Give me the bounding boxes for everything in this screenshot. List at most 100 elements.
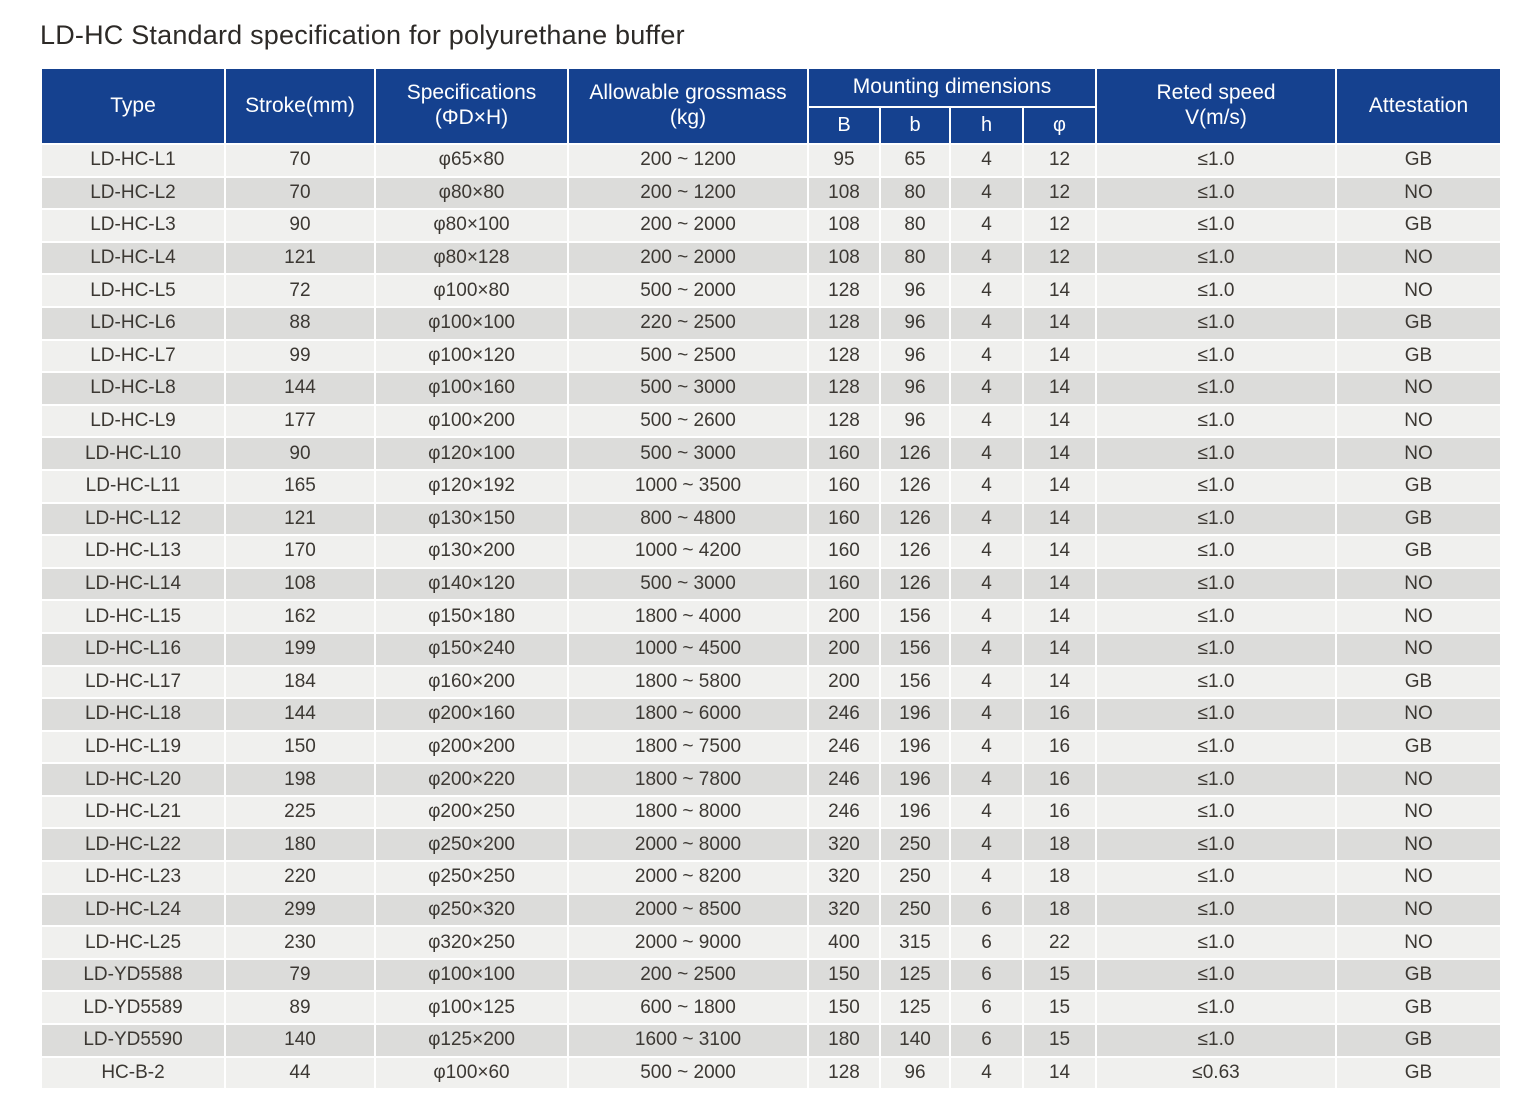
cell-specifications: φ125×200	[376, 1025, 567, 1056]
cell-attestation: NO	[1337, 275, 1501, 306]
cell-stroke: 79	[226, 959, 374, 991]
cell-phi: 14	[1024, 633, 1096, 665]
cell-B: 160	[809, 568, 879, 600]
table-row: LD-HC-L3 90 φ80×100 200 ~ 2000 108 80 4 12 ≤1.0 G…	[42, 210, 1501, 241]
cell-h: 4	[951, 829, 1022, 861]
cell-attestation: NO	[1337, 373, 1501, 404]
cell-specifications: φ100×100	[376, 307, 567, 339]
cell-attestation: GB	[1337, 210, 1501, 241]
cell-grossmass: 500 ~ 2500	[569, 340, 807, 372]
header-grossmass-line2: (kg)	[669, 106, 707, 129]
cell-b: 96	[881, 405, 949, 437]
cell-stroke: 230	[226, 927, 374, 958]
header-type: Type	[42, 69, 224, 143]
table-row: LD-HC-L13 170 φ130×200 1000 ~ 4200 160 126 4 14…	[42, 536, 1501, 567]
cell-B: 108	[809, 177, 879, 209]
cell-b: 96	[881, 307, 949, 339]
cell-B: 180	[809, 1025, 879, 1056]
table-row: LD-HC-L16 199 φ150×240 1000 ~ 4500 200 156 4 14…	[42, 633, 1501, 665]
cell-grossmass: 200 ~ 1200	[569, 177, 807, 209]
cell-h: 4	[951, 307, 1022, 339]
table-row: LD-HC-L10 90 φ120×100 500 ~ 3000 160 126 4 14 ≤1…	[42, 438, 1501, 469]
cell-type: HC-B-2	[42, 1057, 224, 1089]
cell-stroke: 177	[226, 405, 374, 437]
cell-grossmass: 2000 ~ 8000	[569, 829, 807, 861]
cell-speed: ≤1.0	[1097, 242, 1336, 274]
table-header: Type Stroke(mm) Specifications (ΦD×H) Al…	[42, 69, 1501, 143]
cell-phi: 18	[1024, 894, 1096, 926]
cell-B: 320	[809, 894, 879, 926]
cell-h: 4	[951, 633, 1022, 665]
header-attestation: Attestation	[1337, 69, 1501, 143]
cell-attestation: NO	[1337, 438, 1501, 469]
cell-phi: 18	[1024, 829, 1096, 861]
cell-b: 80	[881, 210, 949, 241]
cell-h: 6	[951, 894, 1022, 926]
cell-phi: 14	[1024, 470, 1096, 502]
cell-b: 125	[881, 992, 949, 1024]
cell-grossmass: 500 ~ 3000	[569, 438, 807, 469]
cell-type: LD-HC-L7	[42, 340, 224, 372]
cell-type: LD-YD5590	[42, 1025, 224, 1056]
table-row: LD-HC-L2 70 φ80×80 200 ~ 1200 108 80 4 12 ≤1.0 NO	[42, 177, 1501, 209]
cell-B: 246	[809, 796, 879, 828]
cell-type: LD-HC-L6	[42, 307, 224, 339]
cell-b: 250	[881, 829, 949, 861]
cell-B: 200	[809, 666, 879, 698]
cell-h: 4	[951, 438, 1022, 469]
cell-attestation: NO	[1337, 862, 1501, 893]
cell-phi: 15	[1024, 1025, 1096, 1056]
cell-h: 6	[951, 959, 1022, 991]
cell-phi: 14	[1024, 503, 1096, 535]
cell-type: LD-HC-L15	[42, 601, 224, 632]
cell-type: LD-HC-L14	[42, 568, 224, 600]
cell-speed: ≤1.0	[1097, 177, 1336, 209]
cell-grossmass: 200 ~ 2000	[569, 210, 807, 241]
cell-stroke: 90	[226, 210, 374, 241]
cell-type: LD-HC-L10	[42, 438, 224, 469]
table-row: LD-YD5589 89 φ100×125 600 ~ 1800 150 125 6 15 ≤1…	[42, 992, 1501, 1024]
cell-B: 200	[809, 601, 879, 632]
cell-attestation: NO	[1337, 177, 1501, 209]
cell-speed: ≤0.63	[1097, 1057, 1336, 1089]
cell-b: 196	[881, 731, 949, 763]
header-specifications: Specifications (ΦD×H)	[376, 69, 567, 143]
cell-h: 4	[951, 373, 1022, 404]
cell-grossmass: 800 ~ 4800	[569, 503, 807, 535]
cell-type: LD-HC-L25	[42, 927, 224, 958]
cell-specifications: φ250×250	[376, 862, 567, 893]
cell-stroke: 184	[226, 666, 374, 698]
cell-b: 250	[881, 862, 949, 893]
cell-type: LD-HC-L8	[42, 373, 224, 404]
cell-phi: 14	[1024, 275, 1096, 306]
cell-stroke: 72	[226, 275, 374, 306]
cell-h: 4	[951, 340, 1022, 372]
cell-speed: ≤1.0	[1097, 764, 1336, 795]
cell-grossmass: 500 ~ 2000	[569, 1057, 807, 1089]
cell-b: 126	[881, 503, 949, 535]
cell-attestation: GB	[1337, 959, 1501, 991]
cell-specifications: φ130×200	[376, 536, 567, 567]
cell-grossmass: 600 ~ 1800	[569, 992, 807, 1024]
cell-attestation: NO	[1337, 764, 1501, 795]
cell-type: LD-HC-L20	[42, 764, 224, 795]
cell-b: 126	[881, 568, 949, 600]
cell-stroke: 220	[226, 862, 374, 893]
cell-specifications: φ80×128	[376, 242, 567, 274]
cell-speed: ≤1.0	[1097, 992, 1336, 1024]
cell-B: 320	[809, 862, 879, 893]
cell-grossmass: 220 ~ 2500	[569, 307, 807, 339]
cell-speed: ≤1.0	[1097, 503, 1336, 535]
cell-speed: ≤1.0	[1097, 307, 1336, 339]
cell-h: 4	[951, 796, 1022, 828]
cell-stroke: 89	[226, 992, 374, 1024]
cell-h: 4	[951, 503, 1022, 535]
cell-speed: ≤1.0	[1097, 666, 1336, 698]
cell-b: 140	[881, 1025, 949, 1056]
cell-phi: 15	[1024, 992, 1096, 1024]
cell-grossmass: 1800 ~ 6000	[569, 699, 807, 730]
cell-B: 95	[809, 145, 879, 176]
cell-speed: ≤1.0	[1097, 405, 1336, 437]
cell-stroke: 88	[226, 307, 374, 339]
